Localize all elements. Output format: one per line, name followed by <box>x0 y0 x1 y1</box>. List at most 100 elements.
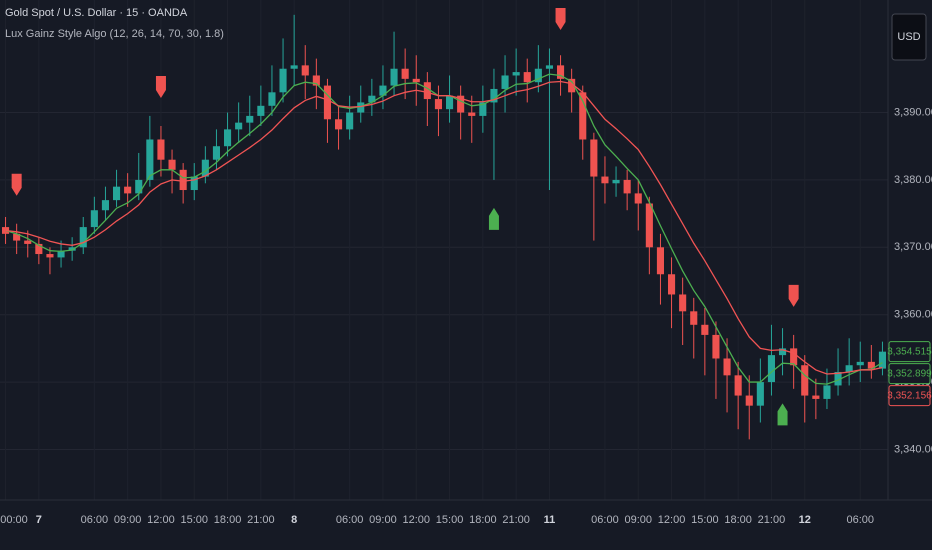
moving-average-line <box>5 80 883 375</box>
x-tick-label: 18:00 <box>469 514 497 526</box>
candle-body <box>878 351 887 369</box>
candle-body <box>90 210 98 228</box>
price-tag <box>888 385 931 407</box>
candle-body <box>834 371 842 386</box>
candle-body <box>568 78 576 93</box>
candle-body <box>734 375 742 396</box>
candle-body <box>512 72 520 76</box>
candle-body <box>379 85 387 96</box>
y-tick-label: 3,380.000 <box>894 174 932 186</box>
candle-body <box>490 88 498 103</box>
candle-body <box>767 355 776 383</box>
candle-body <box>523 72 531 83</box>
candle-body <box>212 146 221 160</box>
candle-body <box>190 176 198 191</box>
candle-body <box>235 122 243 130</box>
buy-signal <box>488 207 499 230</box>
x-tick-label: 09:00 <box>114 514 142 526</box>
price-tag-label: 3,354.515 <box>887 346 932 357</box>
sell-signal <box>155 76 166 99</box>
candle-body <box>35 243 43 255</box>
candle-body <box>168 159 176 170</box>
x-tick-label: 18:00 <box>214 514 242 526</box>
x-tick-label: 06:00 <box>81 514 109 526</box>
x-tick-label: 06:00 <box>846 514 874 526</box>
candle-body <box>701 324 709 335</box>
candle-body <box>667 274 676 295</box>
candle-body <box>201 159 209 177</box>
x-tick-label: 15:00 <box>691 514 719 526</box>
candle-body <box>590 139 598 177</box>
candle-body <box>778 348 787 356</box>
candle-body <box>312 75 320 86</box>
candle-body <box>412 78 420 83</box>
currency-label[interactable]: USD <box>897 31 920 43</box>
candle-body <box>101 200 110 211</box>
candle-body <box>823 385 831 399</box>
candle-body <box>545 65 554 69</box>
x-tick-label: 15:00 <box>436 514 464 526</box>
x-tick-label: 12:00 <box>147 514 175 526</box>
price-tag-label: 3,352.899 <box>887 368 932 379</box>
buy-signal <box>777 403 788 426</box>
candle-body <box>445 95 454 110</box>
x-tick-label: 18:00 <box>724 514 752 526</box>
candle-body <box>690 311 698 325</box>
currency-button[interactable] <box>891 13 927 61</box>
y-tick-label: 3,360.000 <box>894 309 932 321</box>
candle-body <box>334 119 343 130</box>
candle-body <box>712 334 720 359</box>
candle-body <box>679 294 687 312</box>
candle-body <box>24 240 32 244</box>
price-tag <box>888 341 931 363</box>
x-tick-label: 21:00 <box>502 514 530 526</box>
x-tick-label: 09:00 <box>624 514 652 526</box>
x-tick-label: 12 <box>799 514 811 526</box>
candle-body <box>124 186 132 194</box>
candle-body <box>745 395 753 406</box>
sell-signal <box>11 173 22 196</box>
candle-body <box>645 203 653 248</box>
candle-body <box>301 65 309 76</box>
price-tag-label: 3,352.156 <box>887 390 932 401</box>
candle-body <box>135 179 143 194</box>
x-tick-label: 8 <box>291 514 297 526</box>
indicator-label: Lux Gainz Style Algo (12, 26, 14, 70, 30… <box>5 28 224 40</box>
candle-body <box>79 227 87 248</box>
candle-body <box>612 179 620 184</box>
candle-body <box>368 95 376 103</box>
candle-body <box>579 92 587 140</box>
x-tick-label: 12:00 <box>658 514 686 526</box>
candle-body <box>68 247 76 251</box>
x-tick-label: 21:00 <box>247 514 275 526</box>
candle-body <box>845 365 853 372</box>
candle-body <box>423 82 431 100</box>
candle-body <box>57 250 65 258</box>
candle-body <box>623 179 631 194</box>
sell-signal <box>555 8 566 30</box>
candle-body <box>556 65 565 79</box>
x-tick-label: 15:00 <box>180 514 208 526</box>
y-tick-label: 3,370.000 <box>894 241 932 253</box>
candle-body <box>656 247 665 275</box>
x-tick-label: 00:00 <box>0 514 28 526</box>
candle-body <box>457 95 465 113</box>
chart-title: Gold Spot / U.S. Dollar · 15 · OANDA <box>5 7 188 19</box>
candle-body <box>468 112 476 116</box>
candle-body <box>268 92 276 106</box>
candle-body <box>534 68 542 83</box>
candle-body <box>856 361 864 366</box>
candle-body <box>723 358 731 376</box>
x-tick-label: 06:00 <box>336 514 364 526</box>
price-tag <box>888 363 931 385</box>
candle-body <box>179 169 187 191</box>
candle-body <box>223 129 232 147</box>
candle-body <box>601 176 609 184</box>
candle-body <box>434 99 443 110</box>
candle-body <box>501 75 509 89</box>
candle-body <box>390 68 398 86</box>
candle-body <box>257 105 265 116</box>
candle-body <box>867 361 875 369</box>
